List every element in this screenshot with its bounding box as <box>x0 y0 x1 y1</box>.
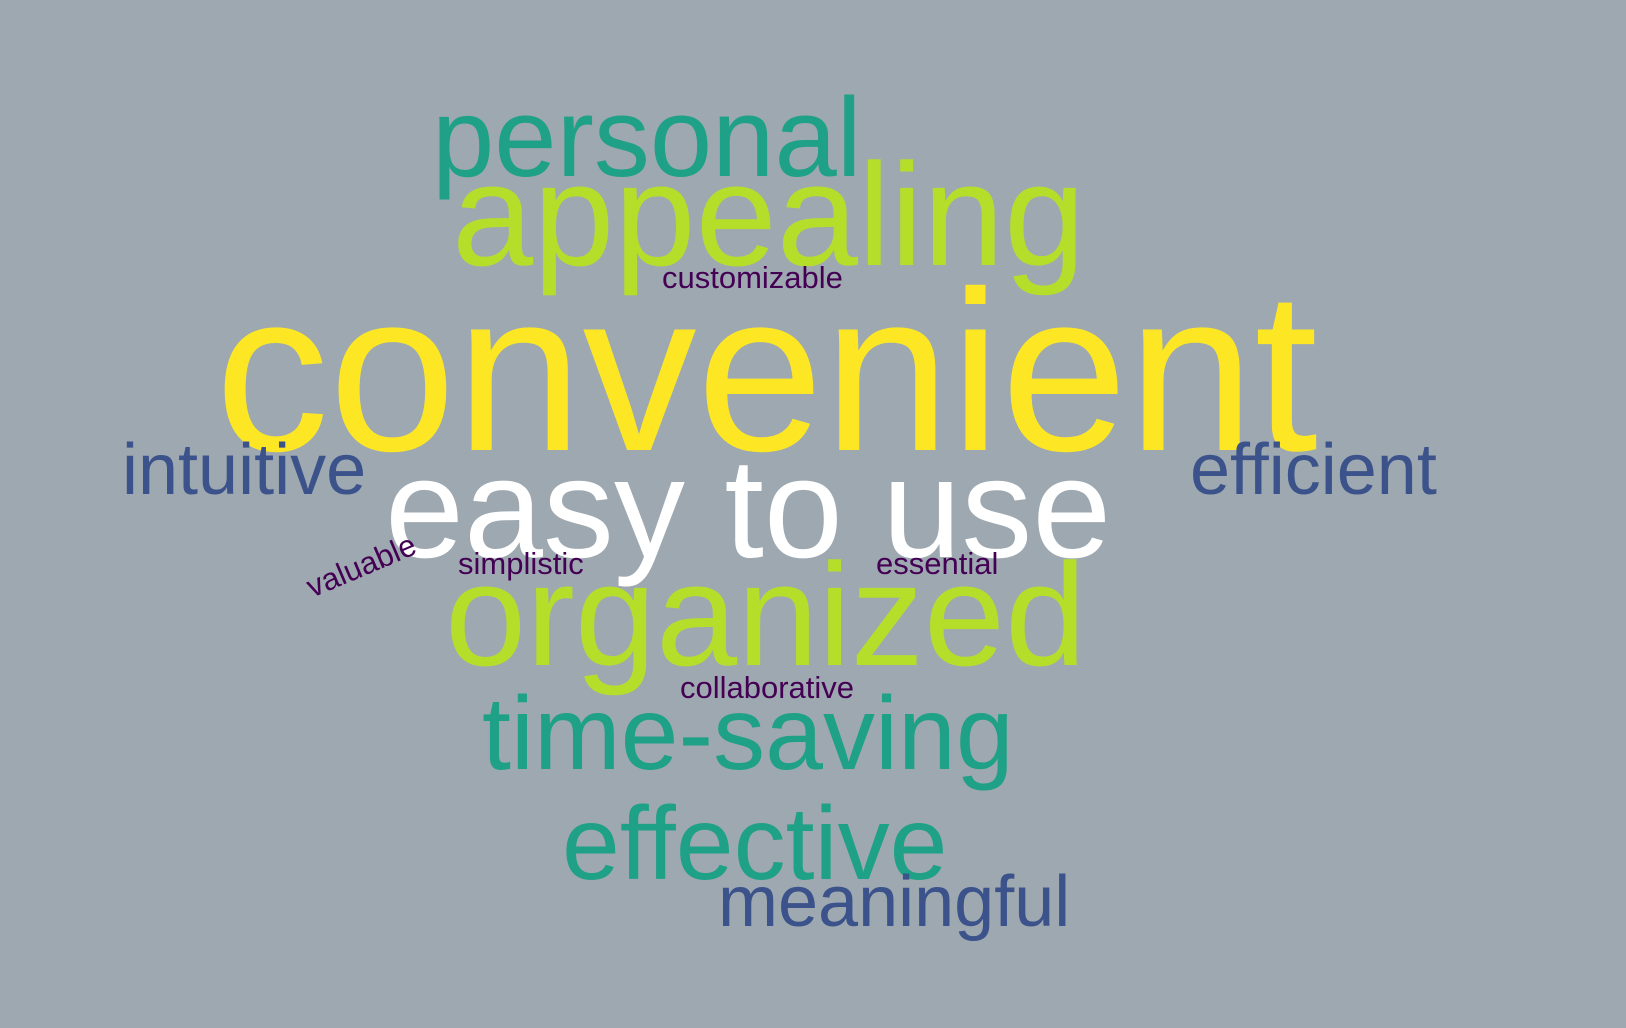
word-simplistic: simplistic <box>458 546 584 581</box>
word-essential: essential <box>876 546 999 581</box>
word-customizable: customizable <box>662 260 843 295</box>
word-meaningful: meaningful <box>718 862 1071 942</box>
word-personal: personal <box>432 75 862 200</box>
word-valuable: valuable <box>301 527 422 605</box>
word-collaborative: collaborative <box>680 670 855 705</box>
word-appealing: appealing <box>452 133 1086 296</box>
word-time-saving: time-saving <box>482 676 1014 792</box>
word-organized: organized <box>445 533 1087 696</box>
word-intuitive: intuitive <box>122 430 367 510</box>
word-convenient: convenient <box>215 245 1318 499</box>
word-efficient: efficient <box>1190 430 1437 510</box>
word-effective: effective <box>562 786 948 902</box>
word-easy-to-use: easy to use <box>385 429 1112 588</box>
